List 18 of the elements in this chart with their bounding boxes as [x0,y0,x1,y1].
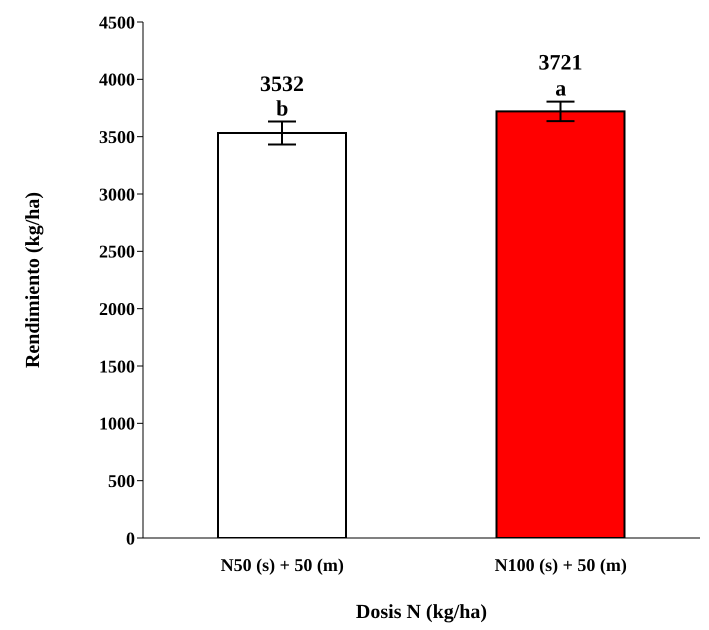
y-tick-label: 1000 [99,414,135,434]
x-tick-label: N100 (s) + 50 (m) [494,554,627,575]
y-tick-label: 2500 [99,242,135,262]
data-label: 3721 [538,49,582,74]
x-axis-title: Dosis N (kg/ha) [356,601,488,623]
x-tick-label: N50 (s) + 50 (m) [220,554,344,575]
y-tick-label: 2000 [99,299,135,320]
annotation: a [555,76,566,101]
y-axis-title: Rendimiento (kg/ha) [22,192,44,368]
y-tick-label: 4000 [99,70,135,90]
annotation: b [276,96,288,121]
data-label: 3532 [260,70,304,96]
y-tick-label: 4500 [99,12,135,32]
y-tick-label: 500 [108,471,135,492]
y-tick-label: 1500 [99,356,135,376]
y-tick-label: 3500 [99,127,135,148]
y-tick-label: 3000 [99,184,135,204]
y-tick-label: 0 [126,528,135,548]
